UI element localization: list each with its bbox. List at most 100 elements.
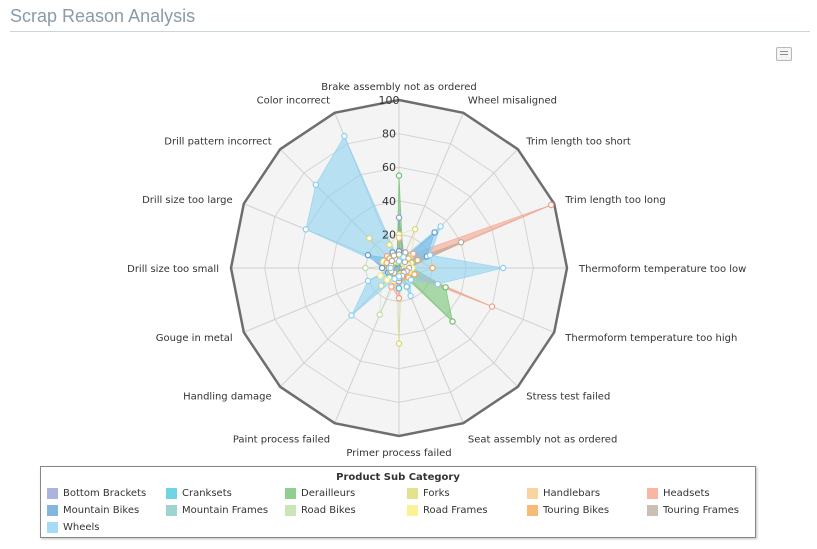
data-point-forks <box>366 235 373 242</box>
category-label: Drill pattern incorrect <box>164 137 271 148</box>
data-point-road-frames <box>377 272 384 279</box>
data-point-road-bikes <box>362 264 369 272</box>
legend-label: Road Bikes <box>301 505 356 516</box>
data-point-wheels <box>407 276 415 284</box>
data-point-touring-bikes <box>429 264 436 272</box>
data-point-mountain-bikes <box>364 251 372 259</box>
legend-swatch <box>47 488 58 499</box>
data-point-wheels <box>341 132 348 140</box>
grid-spoke <box>398 112 464 269</box>
legend-swatch <box>407 505 418 516</box>
data-point-wheels <box>437 223 444 230</box>
legend-swatch <box>647 488 658 499</box>
legend-swatch <box>527 505 538 516</box>
category-label: Paint process failed <box>233 434 330 445</box>
legend-label: Mountain Bikes <box>63 505 140 516</box>
legend-swatch <box>527 488 538 499</box>
data-point-road-frames <box>383 276 391 284</box>
data-point-wheels <box>434 280 441 288</box>
data-point-headsets <box>388 283 395 290</box>
legend-label: Derailleurs <box>301 488 356 499</box>
data-point-mountain-frames <box>403 283 410 290</box>
outer-boundary <box>229 98 569 438</box>
data-point-touring-frames <box>457 239 465 246</box>
data-point-wheels <box>500 264 507 272</box>
category-label: Drill size too small <box>127 264 219 275</box>
data-point-headsets <box>488 303 496 310</box>
data-point-touring-bikes <box>411 271 418 278</box>
data-point-touring-frames <box>388 257 396 265</box>
category-label: Seat assembly not as ordered <box>468 434 617 445</box>
category-label: Drill size too large <box>142 195 233 206</box>
data-point-headsets <box>395 295 403 302</box>
data-point-wheels <box>387 264 394 272</box>
category-label: Thermoform temperature too high <box>564 333 737 344</box>
legend-title: Product Sub Category <box>336 472 460 483</box>
category-label: Wheel misaligned <box>468 96 557 107</box>
data-point-headsets <box>547 201 555 209</box>
data-point-handlebars <box>395 234 403 241</box>
data-point-road-bikes <box>376 311 383 318</box>
legend-label: Touring Bikes <box>543 505 610 516</box>
legend-swatch <box>47 522 58 533</box>
data-point-wheels <box>348 312 355 319</box>
grid-spoke <box>334 267 400 424</box>
category-label: Thermoform temperature too low <box>578 264 746 275</box>
data-point-touring-frames <box>390 252 398 259</box>
legend-label: Headsets <box>663 488 710 499</box>
legend-label: Mountain Frames <box>182 505 269 516</box>
legend-swatch <box>47 505 58 516</box>
export-menu-button[interactable] <box>776 47 792 61</box>
data-point-bottom-brackets <box>395 214 403 221</box>
legend-swatch <box>285 488 296 499</box>
data-point-road-bikes <box>378 282 385 289</box>
data-point-cranksets <box>395 285 403 292</box>
radial-tick-label: 60 <box>382 161 396 174</box>
data-point-wheels <box>312 181 319 188</box>
data-point-mountain-bikes <box>431 229 438 236</box>
data-point-wheels <box>407 292 414 300</box>
category-label: Primer process failed <box>346 448 451 459</box>
legend-label: Forks <box>423 488 450 499</box>
legend-label: Wheels <box>63 522 100 533</box>
data-point-derailleurs <box>442 284 449 291</box>
data-point-wheels <box>400 253 407 261</box>
data-point-derailleurs <box>395 172 403 179</box>
category-label: Color incorrect <box>257 96 330 107</box>
export-menu-icon-line <box>780 51 788 52</box>
radial-tick-label: 80 <box>382 128 396 141</box>
page-title: Scrap Reason Analysis <box>10 6 196 26</box>
legend-swatch <box>285 505 296 516</box>
category-label: Gouge in metal <box>156 333 233 344</box>
data-point-touring-bikes <box>414 257 421 264</box>
category-label: Handling damage <box>183 391 272 402</box>
legend-swatch <box>166 488 177 499</box>
data-point-wheels <box>426 251 434 259</box>
legend-label: Cranksets <box>182 488 232 499</box>
legend-label: Bottom Brackets <box>63 488 147 499</box>
data-point-forks <box>411 225 419 233</box>
data-point-forks <box>395 340 403 347</box>
legend-swatch <box>647 505 658 516</box>
legend-swatch <box>407 488 418 499</box>
data-point-wheels <box>391 275 398 283</box>
category-label: Stress test failed <box>526 391 610 402</box>
legend-swatch <box>166 505 177 516</box>
export-menu-icon-line <box>780 54 788 55</box>
category-label: Trim length too long <box>564 195 665 206</box>
data-point-wheels <box>364 277 372 285</box>
title-divider <box>10 31 810 32</box>
data-point-touring-frames <box>401 258 409 266</box>
data-point-derailleurs <box>449 318 456 325</box>
category-label: Brake assembly not as ordered <box>321 82 477 93</box>
data-point-mountain-bikes <box>379 264 386 272</box>
data-point-forks <box>386 241 393 248</box>
radial-tick-label: 40 <box>382 195 396 208</box>
legend-label: Road Frames <box>423 505 488 516</box>
data-point-wheels <box>302 226 310 233</box>
legend-label: Touring Frames <box>663 505 739 516</box>
legend-label: Handlebars <box>543 488 601 499</box>
radial-tick-label: 100 <box>379 94 400 107</box>
category-label: Trim length too short <box>525 137 631 148</box>
